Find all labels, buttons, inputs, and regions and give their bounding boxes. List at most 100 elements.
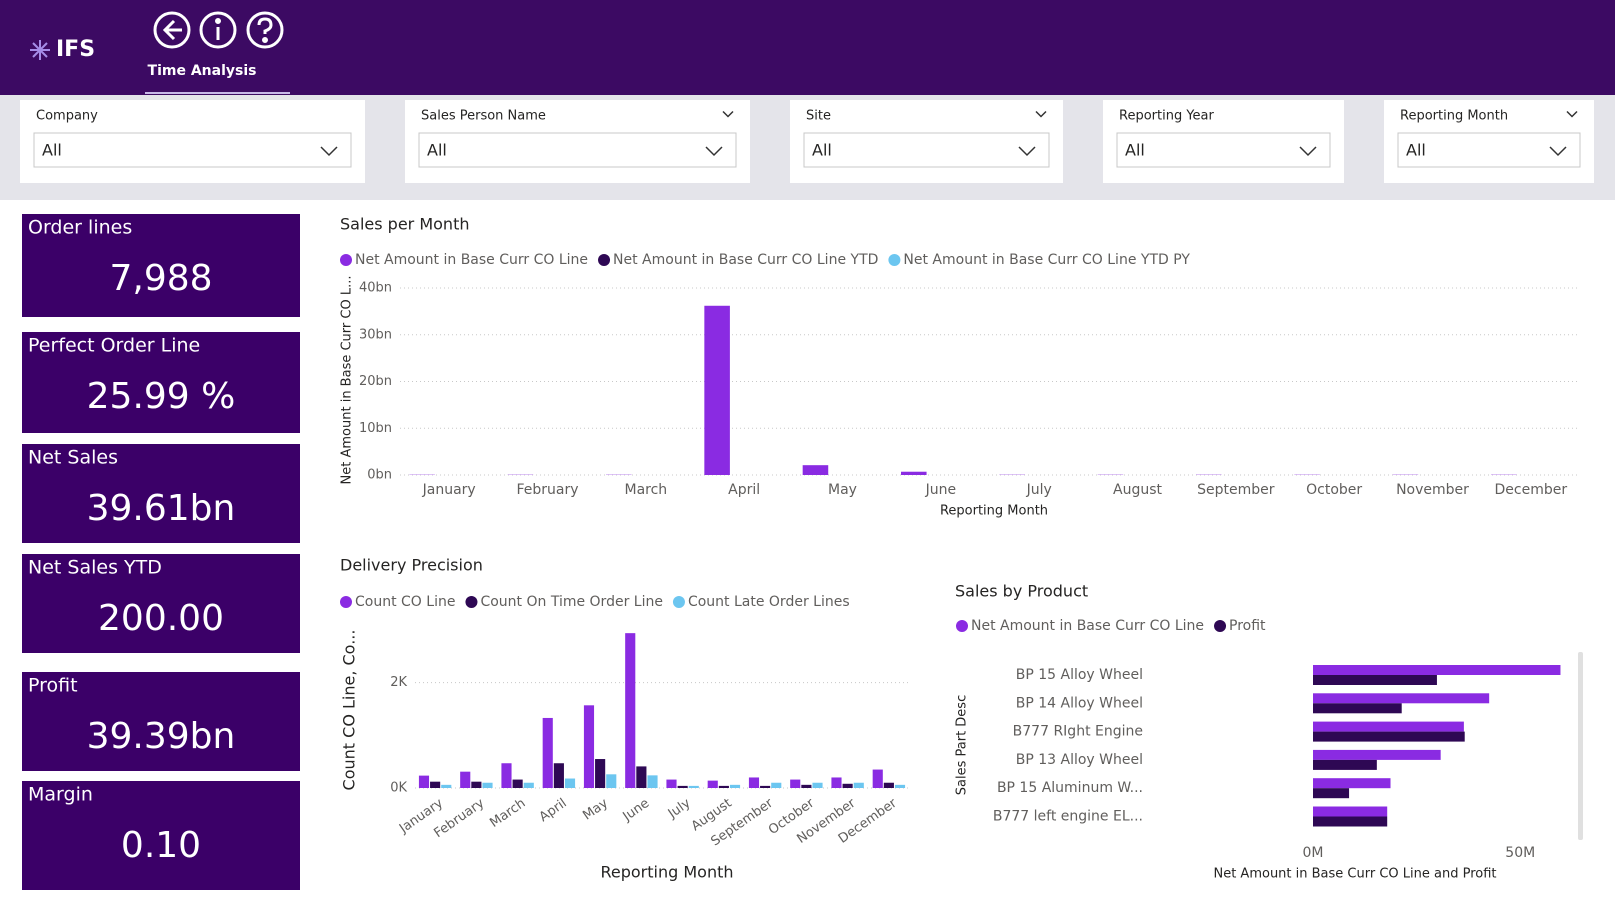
bar (812, 782, 823, 788)
filter-value[interactable]: All (1406, 141, 1426, 160)
bar (553, 763, 564, 788)
bar (1313, 721, 1464, 732)
x-tick-label: January (422, 482, 476, 498)
y-tick-label: BP 14 Alloy Wheel (1016, 695, 1143, 711)
header-bar (0, 0, 1615, 95)
y-tick-label: 0bn (367, 468, 392, 483)
kpi-value: 7,988 (109, 258, 212, 299)
bar (760, 785, 771, 788)
filter-dropdown[interactable] (1397, 132, 1581, 168)
filter-value[interactable]: All (427, 141, 447, 160)
x-tick-label: 0M (1303, 845, 1324, 861)
kpi-value: 39.39bn (87, 716, 236, 757)
kpi-card (22, 214, 300, 317)
dropdown-chevron (1018, 146, 1036, 157)
help-button[interactable] (246, 11, 284, 49)
back-button[interactable] (153, 11, 191, 49)
kpi-card (22, 444, 300, 543)
y-axis-title: Sales Part Desc (955, 695, 970, 795)
x-tick-label: October (1306, 482, 1362, 498)
bar (677, 785, 688, 788)
bar (718, 785, 729, 788)
x-tick-label: August (1113, 482, 1163, 498)
legend-label: Count On Time Order Line (480, 594, 663, 610)
y-tick-label: 20bn (359, 374, 392, 389)
kpi-card (22, 781, 300, 890)
y-axis-title: Count CO Line, Co... (340, 630, 359, 791)
x-tick-label: June (925, 482, 957, 498)
bar (542, 717, 553, 788)
page-tab[interactable]: Time Analysis (148, 63, 257, 79)
bar (501, 763, 512, 788)
filter-dropdown[interactable] (33, 132, 352, 168)
legend-swatch (340, 596, 352, 608)
info-button[interactable] (199, 11, 237, 49)
kpi-card (22, 672, 300, 771)
filter-value[interactable]: All (42, 141, 62, 160)
bar (441, 784, 452, 788)
kpi-card (22, 332, 300, 433)
y-tick-label: 0K (390, 781, 407, 796)
kpi-value: 39.61bn (87, 488, 236, 529)
y-tick-label: B777 RIght Engine (1013, 724, 1143, 740)
bar (707, 780, 718, 788)
scrollbar[interactable] (1578, 652, 1583, 840)
chart-title: Sales per Month (340, 215, 469, 234)
bar (523, 782, 534, 788)
legend-label: Net Amount in Base Curr CO Line (971, 618, 1204, 634)
x-tick-label: March (624, 482, 667, 498)
kpi-label: Net Sales YTD (28, 557, 162, 579)
kpi-card (22, 554, 300, 653)
chart-title: Sales by Product (955, 582, 1088, 601)
filter-value[interactable]: All (812, 141, 832, 160)
filter-dropdown[interactable] (418, 132, 737, 168)
y-tick-label: B777 left engine EL... (993, 809, 1143, 825)
x-axis-title: Reporting Month (940, 504, 1048, 519)
y-tick-label: BP 13 Alloy Wheel (1016, 752, 1143, 768)
filter-dropdown[interactable] (1116, 132, 1331, 168)
x-tick-label: May (828, 482, 857, 498)
bar (647, 775, 658, 788)
bar (1313, 693, 1490, 704)
x-tick-label: 50M (1505, 845, 1535, 861)
bar (883, 782, 894, 788)
bar (471, 781, 482, 788)
bar (1313, 806, 1388, 817)
y-tick-label: 10bn (359, 421, 392, 436)
bar (790, 779, 801, 788)
filter-value[interactable]: All (1125, 141, 1145, 160)
filter-dropdown[interactable] (803, 132, 1050, 168)
kpi-label: Margin (28, 784, 93, 806)
y-tick-label: BP 15 Alloy Wheel (1016, 667, 1143, 683)
legend-swatch (340, 254, 352, 266)
bar (512, 779, 523, 788)
bar (460, 771, 471, 788)
legend-label: Profit (1229, 618, 1266, 634)
bar (894, 784, 906, 788)
y-tick-label: 2K (390, 675, 407, 690)
bar (872, 769, 883, 788)
bar (636, 766, 647, 788)
bar (666, 779, 677, 788)
bar (1313, 675, 1437, 685)
bar (853, 782, 864, 788)
bar (688, 785, 699, 788)
kpi-value: 25.99 % (87, 376, 236, 417)
legend-swatch (888, 254, 901, 266)
legend-label: Net Amount in Base Curr CO Line YTD (613, 252, 878, 268)
legend-label: Count Late Order Lines (688, 594, 850, 610)
legend-swatch (1214, 620, 1227, 632)
bar (1313, 665, 1561, 675)
y-tick-label: 40bn (359, 281, 392, 296)
y-axis-title: Net Amount in Base Curr CO L... (340, 276, 355, 485)
bar (1313, 816, 1388, 827)
filter-header-chevron (722, 110, 734, 118)
bar (801, 784, 812, 788)
bar (704, 305, 730, 475)
bar (901, 471, 927, 475)
kpi-value: 200.00 (98, 598, 224, 639)
bar (1313, 703, 1402, 714)
y-tick-label: BP 15 Aluminum W... (997, 780, 1143, 796)
legend-label: Count CO Line (355, 594, 455, 610)
bar (1313, 749, 1441, 760)
